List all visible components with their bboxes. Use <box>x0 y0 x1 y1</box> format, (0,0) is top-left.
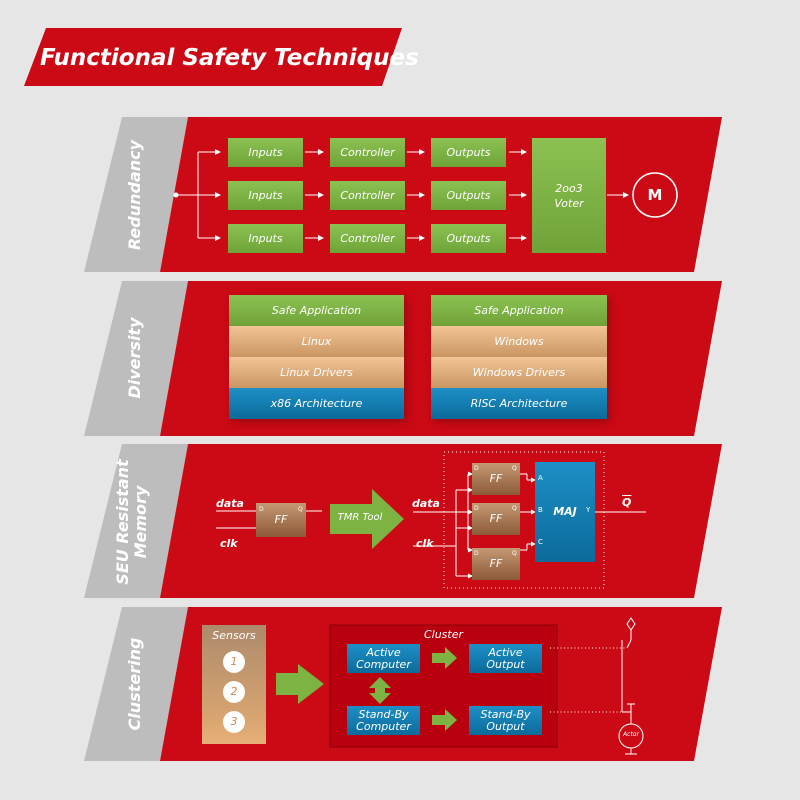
redundancy-inputs-3: Inputs <box>228 224 303 253</box>
ff-b-d: D <box>474 505 479 512</box>
clustering-label-strip <box>84 607 188 761</box>
seu-clk-label-right: clk <box>416 537 434 550</box>
ff-a-q: Q <box>512 465 517 472</box>
page-title: Functional Safety Techniques <box>40 45 419 71</box>
tmr-arrow <box>330 489 404 549</box>
redundancy-label-strip <box>84 117 188 272</box>
stack2-arch: RISC Architecture <box>431 388 607 419</box>
standby-computer: Stand-By Computer <box>347 706 420 735</box>
ff-c-label: FF <box>489 557 503 570</box>
ff-c: FF <box>472 548 520 580</box>
diversity-stack-2: Safe Application Windows Windows Drivers… <box>431 295 607 419</box>
title-banner-shape <box>24 28 402 86</box>
sensor-3: 3 <box>223 711 245 733</box>
redundancy-controller-3: Controller <box>330 224 405 253</box>
sensors-title: Sensors <box>212 629 256 642</box>
sensor-1: 1 <box>223 651 245 673</box>
active-output: Active Output <box>469 644 542 673</box>
maj-a: A <box>538 474 543 482</box>
seu-output-q: Q <box>622 496 632 509</box>
redundancy-inputs-1: Inputs <box>228 138 303 167</box>
redundancy-controller-1: Controller <box>330 138 405 167</box>
maj-y: Y <box>586 506 591 514</box>
actor-label: Actor <box>623 731 639 738</box>
maj-box: MAJ <box>535 462 595 562</box>
seu-label-strip <box>84 444 188 598</box>
ff-single-label: FF <box>274 513 288 526</box>
voter-box: 2oo3 Voter <box>532 138 606 253</box>
cluster-title: Cluster <box>423 628 464 641</box>
sensors-panel: Sensors 1 2 3 <box>202 625 266 744</box>
stack2-os: Windows <box>431 326 607 357</box>
ff-a-d: D <box>474 465 479 472</box>
switch-arrow <box>369 677 391 704</box>
ff-single-q: Q <box>298 506 303 513</box>
redundancy-outputs-3: Outputs <box>431 224 506 253</box>
standby-output: Stand-By Output <box>469 706 542 735</box>
stack2-app: Safe Application <box>431 295 607 326</box>
ff-b-q: Q <box>512 505 517 512</box>
active-computer: Active Computer <box>347 644 420 673</box>
redundancy-outputs-1: Outputs <box>431 138 506 167</box>
sensor-2: 2 <box>223 681 245 703</box>
seu-data-label-left: data <box>216 497 244 510</box>
motor-circle <box>632 172 678 218</box>
stack1-os: Linux <box>229 326 404 357</box>
active-arrow <box>432 647 457 669</box>
motor-label: M <box>647 186 663 204</box>
maj-b: B <box>538 506 543 514</box>
ff-a: FF <box>472 463 520 495</box>
redundancy-controller-2: Controller <box>330 181 405 210</box>
stack1-arch: x86 Architecture <box>229 388 404 419</box>
ff-single: FF <box>256 503 306 537</box>
ff-a-label: FF <box>489 472 503 485</box>
stack1-app: Safe Application <box>229 295 404 326</box>
maj-c: C <box>538 538 543 546</box>
diversity-stack-1: Safe Application Linux Linux Drivers x86… <box>229 295 404 419</box>
ff-single-d: D <box>259 506 264 513</box>
standby-arrow <box>432 709 457 731</box>
maj-label: MAJ <box>553 505 577 518</box>
seu-data-label-right: data <box>412 497 440 510</box>
redundancy-inputs-2: Inputs <box>228 181 303 210</box>
ff-b: FF <box>472 503 520 535</box>
ff-c-q: Q <box>512 550 517 557</box>
ff-b-label: FF <box>489 512 503 525</box>
sensor-arrow <box>276 664 324 704</box>
stack1-drivers: Linux Drivers <box>229 357 404 388</box>
redundancy-outputs-2: Outputs <box>431 181 506 210</box>
ff-c-d: D <box>474 550 479 557</box>
tmr-tool-label: TMR Tool <box>337 512 383 523</box>
seu-clk-label-left: clk <box>220 537 238 550</box>
diversity-label-strip <box>84 281 188 436</box>
stack2-drivers: Windows Drivers <box>431 357 607 388</box>
